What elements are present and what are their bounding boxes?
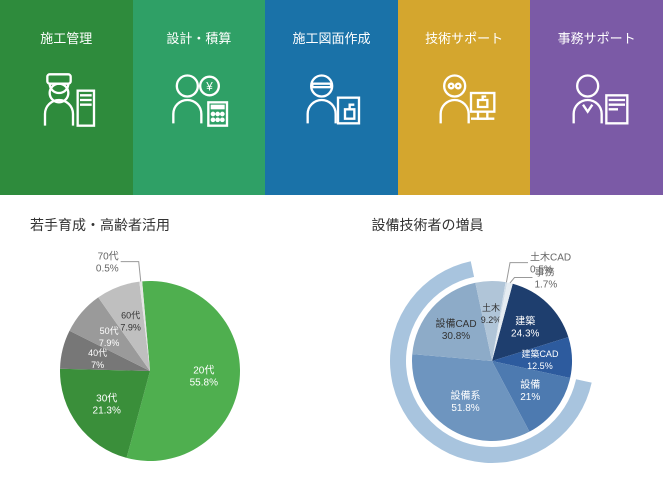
drafter-icon	[296, 65, 366, 135]
slice-label: 40代	[88, 348, 107, 358]
slice-label: 建築	[515, 314, 535, 327]
pie-chart-right: 建築24.3% 建築CAD 12.5% 設備21% 設備系51.8% 設備CAD30.8%…	[352, 241, 632, 481]
slice-value: 24.3%	[511, 328, 539, 339]
svg-text:¥: ¥	[205, 81, 213, 94]
techsupport-icon	[429, 65, 499, 135]
card-manager[interactable]: 施工管理	[0, 0, 133, 195]
slice-label: 設備	[520, 378, 540, 391]
callout-line	[509, 278, 531, 283]
manager-icon	[31, 65, 101, 135]
slice-value: 12.5%	[527, 361, 553, 371]
card-label: 設計・積算	[166, 28, 231, 47]
callout-value: 1.7%	[534, 280, 557, 291]
slice-label: 土木	[482, 302, 500, 313]
card-label: 施工管理	[40, 28, 92, 47]
slice-label: 設備系	[450, 389, 480, 402]
card-label: 事務サポート	[558, 28, 636, 47]
slice-value: 7.9%	[120, 323, 141, 333]
slice-value: 21%	[520, 392, 540, 403]
slice-label: 建築CAD	[521, 348, 559, 359]
slice-value: 7%	[91, 360, 104, 370]
chart-left: 若手育成・高齢者活用 20代55.8%30代21.3%40代7%50代7.9%6…	[10, 215, 312, 481]
slice-value: 9.2%	[480, 315, 501, 325]
callout-line	[506, 263, 528, 283]
slice-value: 55.8%	[190, 378, 218, 389]
estimator-icon: ¥	[164, 65, 234, 135]
charts-row: 若手育成・高齢者活用 20代55.8%30代21.3%40代7%50代7.9%6…	[0, 195, 663, 491]
slice-label: 20代	[193, 365, 214, 377]
callout-value: 0.5%	[96, 264, 119, 275]
callout-label: 事務	[534, 266, 554, 279]
slice-value: 7.9%	[99, 338, 120, 348]
card-label: 施工図面作成	[292, 28, 370, 47]
chart-left-title: 若手育成・高齢者活用	[10, 215, 312, 235]
admin-icon	[562, 65, 632, 135]
callout-label: 70代	[98, 251, 119, 263]
slice-value: 30.8%	[441, 331, 469, 342]
callout-label: 土木CAD	[530, 251, 571, 264]
chart-right-title: 設備技術者の増員	[352, 215, 654, 235]
chart-right: 設備技術者の増員 建築24.3% 建築CAD 12.5% 設備21% 設備系51.8% 設…	[352, 215, 654, 481]
callout-line	[121, 262, 141, 282]
slice-label: 設備CAD	[435, 317, 476, 330]
category-cards: 施工管理 設計・積算 ¥ 施工図面作成 技術サポート 事務サポート	[0, 0, 663, 195]
slice-label: 30代	[96, 392, 117, 404]
card-drafter[interactable]: 施工図面作成	[265, 0, 398, 195]
slice-value: 21.3%	[93, 405, 121, 416]
card-estimator[interactable]: 設計・積算 ¥	[133, 0, 266, 195]
slice-label: 50代	[100, 326, 119, 336]
slice-value: 51.8%	[451, 403, 479, 414]
card-label: 技術サポート	[425, 28, 503, 47]
slice-label: 60代	[121, 311, 140, 321]
pie-chart-left: 20代55.8%30代21.3%40代7%50代7.9%60代7.9%70代0.…	[10, 241, 290, 481]
card-admin[interactable]: 事務サポート	[530, 0, 663, 195]
card-techsupport[interactable]: 技術サポート	[398, 0, 531, 195]
